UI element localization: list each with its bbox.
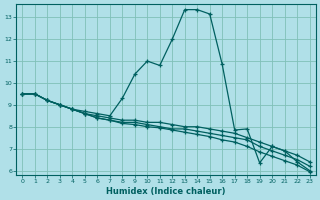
X-axis label: Humidex (Indice chaleur): Humidex (Indice chaleur) [106, 187, 226, 196]
